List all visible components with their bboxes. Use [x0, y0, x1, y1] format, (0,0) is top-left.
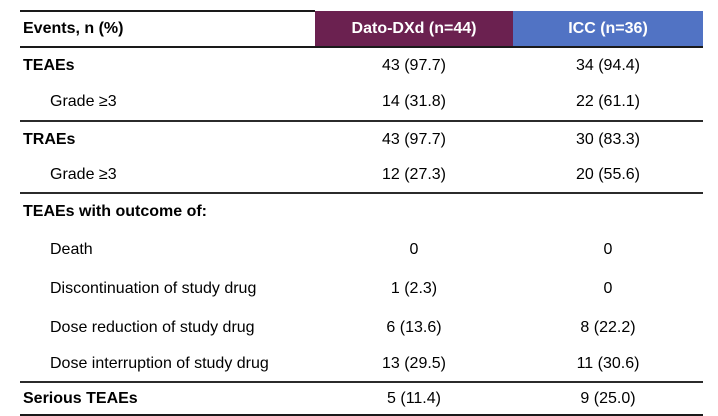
value-cell-dato: 5 (11.4)	[315, 382, 513, 416]
value-cell-dato: 14 (31.8)	[315, 83, 513, 122]
value-cell-dato: 13 (29.5)	[315, 347, 513, 383]
table-row: TEAEs 43 (97.7) 34 (94.4)	[20, 47, 703, 83]
value-cell-dato: 1 (2.3)	[390, 279, 438, 297]
table-row: TRAEs 43 (97.7) 30 (83.3)	[20, 121, 703, 157]
value-cell-icc: 34 (94.4)	[575, 56, 641, 74]
value-cell-icc: 9 (25.0)	[513, 382, 703, 416]
table-row: Discontinuation of study drug 1 (2.3) 0	[20, 269, 703, 308]
value-cell-icc: 8 (22.2)	[580, 318, 636, 336]
row-label: Discontinuation of study drug	[50, 279, 257, 297]
value-cell-icc: 0	[603, 240, 613, 258]
row-label: TEAEs with outcome of:	[23, 203, 207, 220]
row-label: TEAEs	[23, 56, 75, 74]
value-cell-icc	[513, 193, 703, 230]
column-header-events: Events, n (%)	[20, 10, 315, 48]
value-cell-icc: 0	[603, 279, 613, 297]
table-header-row: Events, n (%) Dato-DXd (n=44) ICC (n=36)	[20, 10, 703, 48]
row-label: Death	[50, 240, 93, 258]
adverse-events-table: Events, n (%) Dato-DXd (n=44) ICC (n=36)…	[20, 10, 703, 416]
value-cell-dato: 0	[409, 240, 419, 258]
table-row: Grade ≥3 14 (31.8) 22 (61.1)	[20, 83, 703, 122]
value-cell-icc: 20 (55.6)	[513, 157, 703, 194]
row-label: Serious TEAEs	[20, 382, 315, 416]
value-cell-icc: 30 (83.3)	[575, 130, 641, 148]
table-row: Dose interruption of study drug 13 (29.5…	[20, 347, 703, 383]
column-header-icc: ICC (n=36)	[513, 11, 703, 48]
value-cell-icc: 11 (30.6)	[513, 347, 703, 383]
row-label: Grade ≥3	[20, 157, 315, 194]
table-row: Death 0 0	[20, 230, 703, 269]
row-label: Dose reduction of study drug	[50, 318, 255, 336]
value-cell-dato: 43 (97.7)	[381, 130, 447, 148]
table-row: Serious TEAEs 5 (11.4) 9 (25.0)	[20, 382, 703, 416]
value-cell-dato	[315, 193, 513, 230]
value-cell-dato: 12 (27.3)	[315, 157, 513, 194]
value-cell-icc: 22 (61.1)	[513, 83, 703, 122]
table-row: TEAEs with outcome of:	[20, 193, 703, 230]
row-label: Grade ≥3	[20, 83, 315, 122]
table-row: Dose reduction of study drug 6 (13.6) 8 …	[20, 308, 703, 347]
value-cell-dato: 43 (97.7)	[381, 56, 447, 74]
row-label: Dose interruption of study drug	[20, 347, 315, 383]
value-cell-dato: 6 (13.6)	[386, 318, 442, 336]
column-header-dato-dxd: Dato-DXd (n=44)	[315, 11, 513, 48]
row-label: TRAEs	[23, 130, 76, 148]
table-row: Grade ≥3 12 (27.3) 20 (55.6)	[20, 157, 703, 194]
